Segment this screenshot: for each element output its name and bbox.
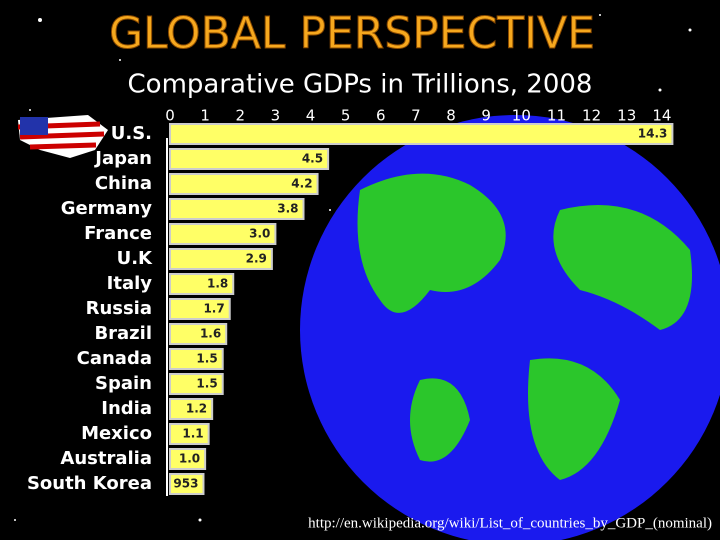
- category-label: Japan: [93, 148, 152, 169]
- value-label: 1.7: [203, 302, 224, 316]
- x-tick-label: 12: [582, 107, 601, 125]
- category-label: Germany: [61, 198, 153, 219]
- category-label: China: [95, 173, 152, 194]
- category-label: Spain: [95, 373, 152, 394]
- x-tick-label: 8: [446, 107, 456, 125]
- bar: [169, 273, 235, 295]
- x-tick-label: 4: [306, 107, 316, 125]
- category-label: Mexico: [81, 423, 152, 444]
- value-label: 2.9: [246, 252, 267, 266]
- us-flag-map: [17, 115, 108, 158]
- value-label: 953: [173, 477, 198, 491]
- x-tick-label: 13: [617, 107, 636, 125]
- category-label: South Korea: [27, 473, 152, 494]
- value-label: 3.0: [249, 227, 270, 241]
- x-tick-label: 10: [512, 107, 531, 125]
- bar: [169, 448, 207, 470]
- x-tick-label: 9: [481, 107, 491, 125]
- value-label: 3.8: [277, 202, 298, 216]
- bar: [169, 323, 228, 345]
- bar: [169, 398, 214, 420]
- bar: [169, 173, 319, 195]
- bar: [169, 298, 231, 320]
- value-label: 4.2: [291, 177, 312, 191]
- value-label: 4.5: [302, 152, 323, 166]
- title: GLOBAL PERSPECTIVE: [109, 8, 595, 59]
- subtitle: Comparative GDPs in Trillions, 2008: [128, 70, 593, 100]
- x-tick-label: 7: [411, 107, 421, 125]
- bar: [169, 248, 273, 270]
- bar: [169, 423, 210, 445]
- category-label: Brazil: [94, 323, 152, 344]
- bar: [169, 473, 205, 495]
- value-label: 1.8: [207, 277, 228, 291]
- value-label: 1.2: [186, 402, 207, 416]
- category-label: U.K: [117, 248, 153, 269]
- category-label: Russia: [86, 298, 152, 319]
- category-label: India: [101, 398, 152, 419]
- x-tick-label: 14: [652, 107, 671, 125]
- bar: [169, 123, 674, 145]
- bar: [169, 348, 224, 370]
- x-tick-label: 6: [376, 107, 386, 125]
- source: http://en.wikipedia.org/wiki/List_of_cou…: [308, 515, 712, 531]
- bar: [169, 198, 305, 220]
- bar: [169, 148, 330, 170]
- category-label: Italy: [107, 273, 153, 294]
- bar: [169, 223, 277, 245]
- value-label: 1.5: [196, 352, 217, 366]
- x-tick-label: 5: [341, 107, 351, 125]
- bar: [169, 373, 224, 395]
- value-label: 14.3: [638, 127, 668, 141]
- category-label: U.S.: [111, 123, 152, 144]
- value-label: 1.6: [200, 327, 221, 341]
- globe: [300, 115, 720, 540]
- x-tick-label: 2: [235, 107, 245, 125]
- category-label: France: [84, 223, 152, 244]
- x-tick-label: 1: [200, 107, 210, 125]
- category-label: Canada: [77, 348, 152, 369]
- value-label: 1.0: [179, 452, 200, 466]
- x-tick-label: 0: [165, 107, 175, 125]
- x-tick-label: 11: [547, 107, 566, 125]
- value-label: 1.1: [182, 427, 203, 441]
- category-label: Australia: [60, 448, 152, 469]
- value-label: 1.5: [196, 377, 217, 391]
- x-tick-label: 3: [271, 107, 281, 125]
